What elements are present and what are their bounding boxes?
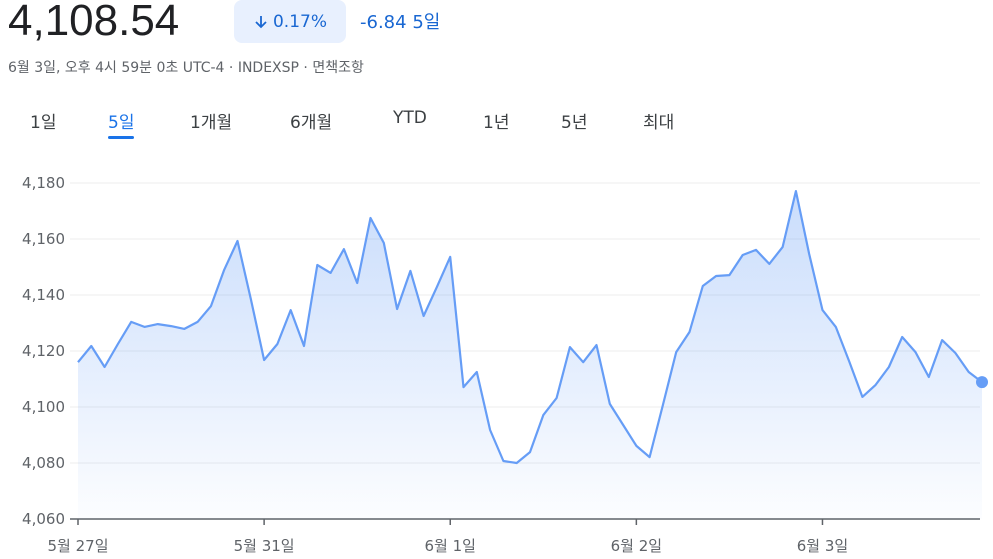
y-tick-label: 4,060 [22,510,65,528]
tab[interactable]: YTD [393,108,427,128]
price: 4,108.54 [8,0,180,45]
y-tick-label: 4,080 [22,454,65,472]
change-pct: 0.17% [272,11,327,32]
y-tick-label: 4,120 [22,342,65,360]
tab[interactable]: 6개월 [290,113,333,133]
subtitle: 6월 3일, 오후 4시 59분 0초 UTC-4 · INDEXSP · 면책… [8,60,364,76]
tab[interactable]: 5일 [108,108,135,139]
tab[interactable]: 1일 [30,113,57,133]
x-tick-label: 6월 2일 [611,537,662,555]
x-tick-label: 6월 1일 [425,537,476,555]
tab[interactable]: 최대 [643,113,675,133]
line [77,190,983,465]
last-point [976,376,988,389]
area [78,191,982,519]
tab[interactable]: 5년 [561,113,588,133]
y-tick-label: 4,180 [22,174,65,192]
tab[interactable]: 1개월 [190,113,233,133]
y-tick-label: 4,100 [22,398,65,416]
change-value: -6.84 [360,12,407,33]
down-arrow [255,15,267,28]
tab[interactable]: 1년 [483,113,510,133]
y-tick-label: 4,160 [22,230,65,248]
y-tick-label: 4,140 [22,286,65,304]
change-pill: 0.17% [234,0,346,43]
period: 5일 [412,12,441,33]
x-tick-label: 6월 3일 [797,537,848,555]
change: -6.84 5일 [360,8,440,34]
x-tick-label: 5월 27일 [48,537,109,555]
x-tick-label: 5월 31일 [234,537,295,555]
